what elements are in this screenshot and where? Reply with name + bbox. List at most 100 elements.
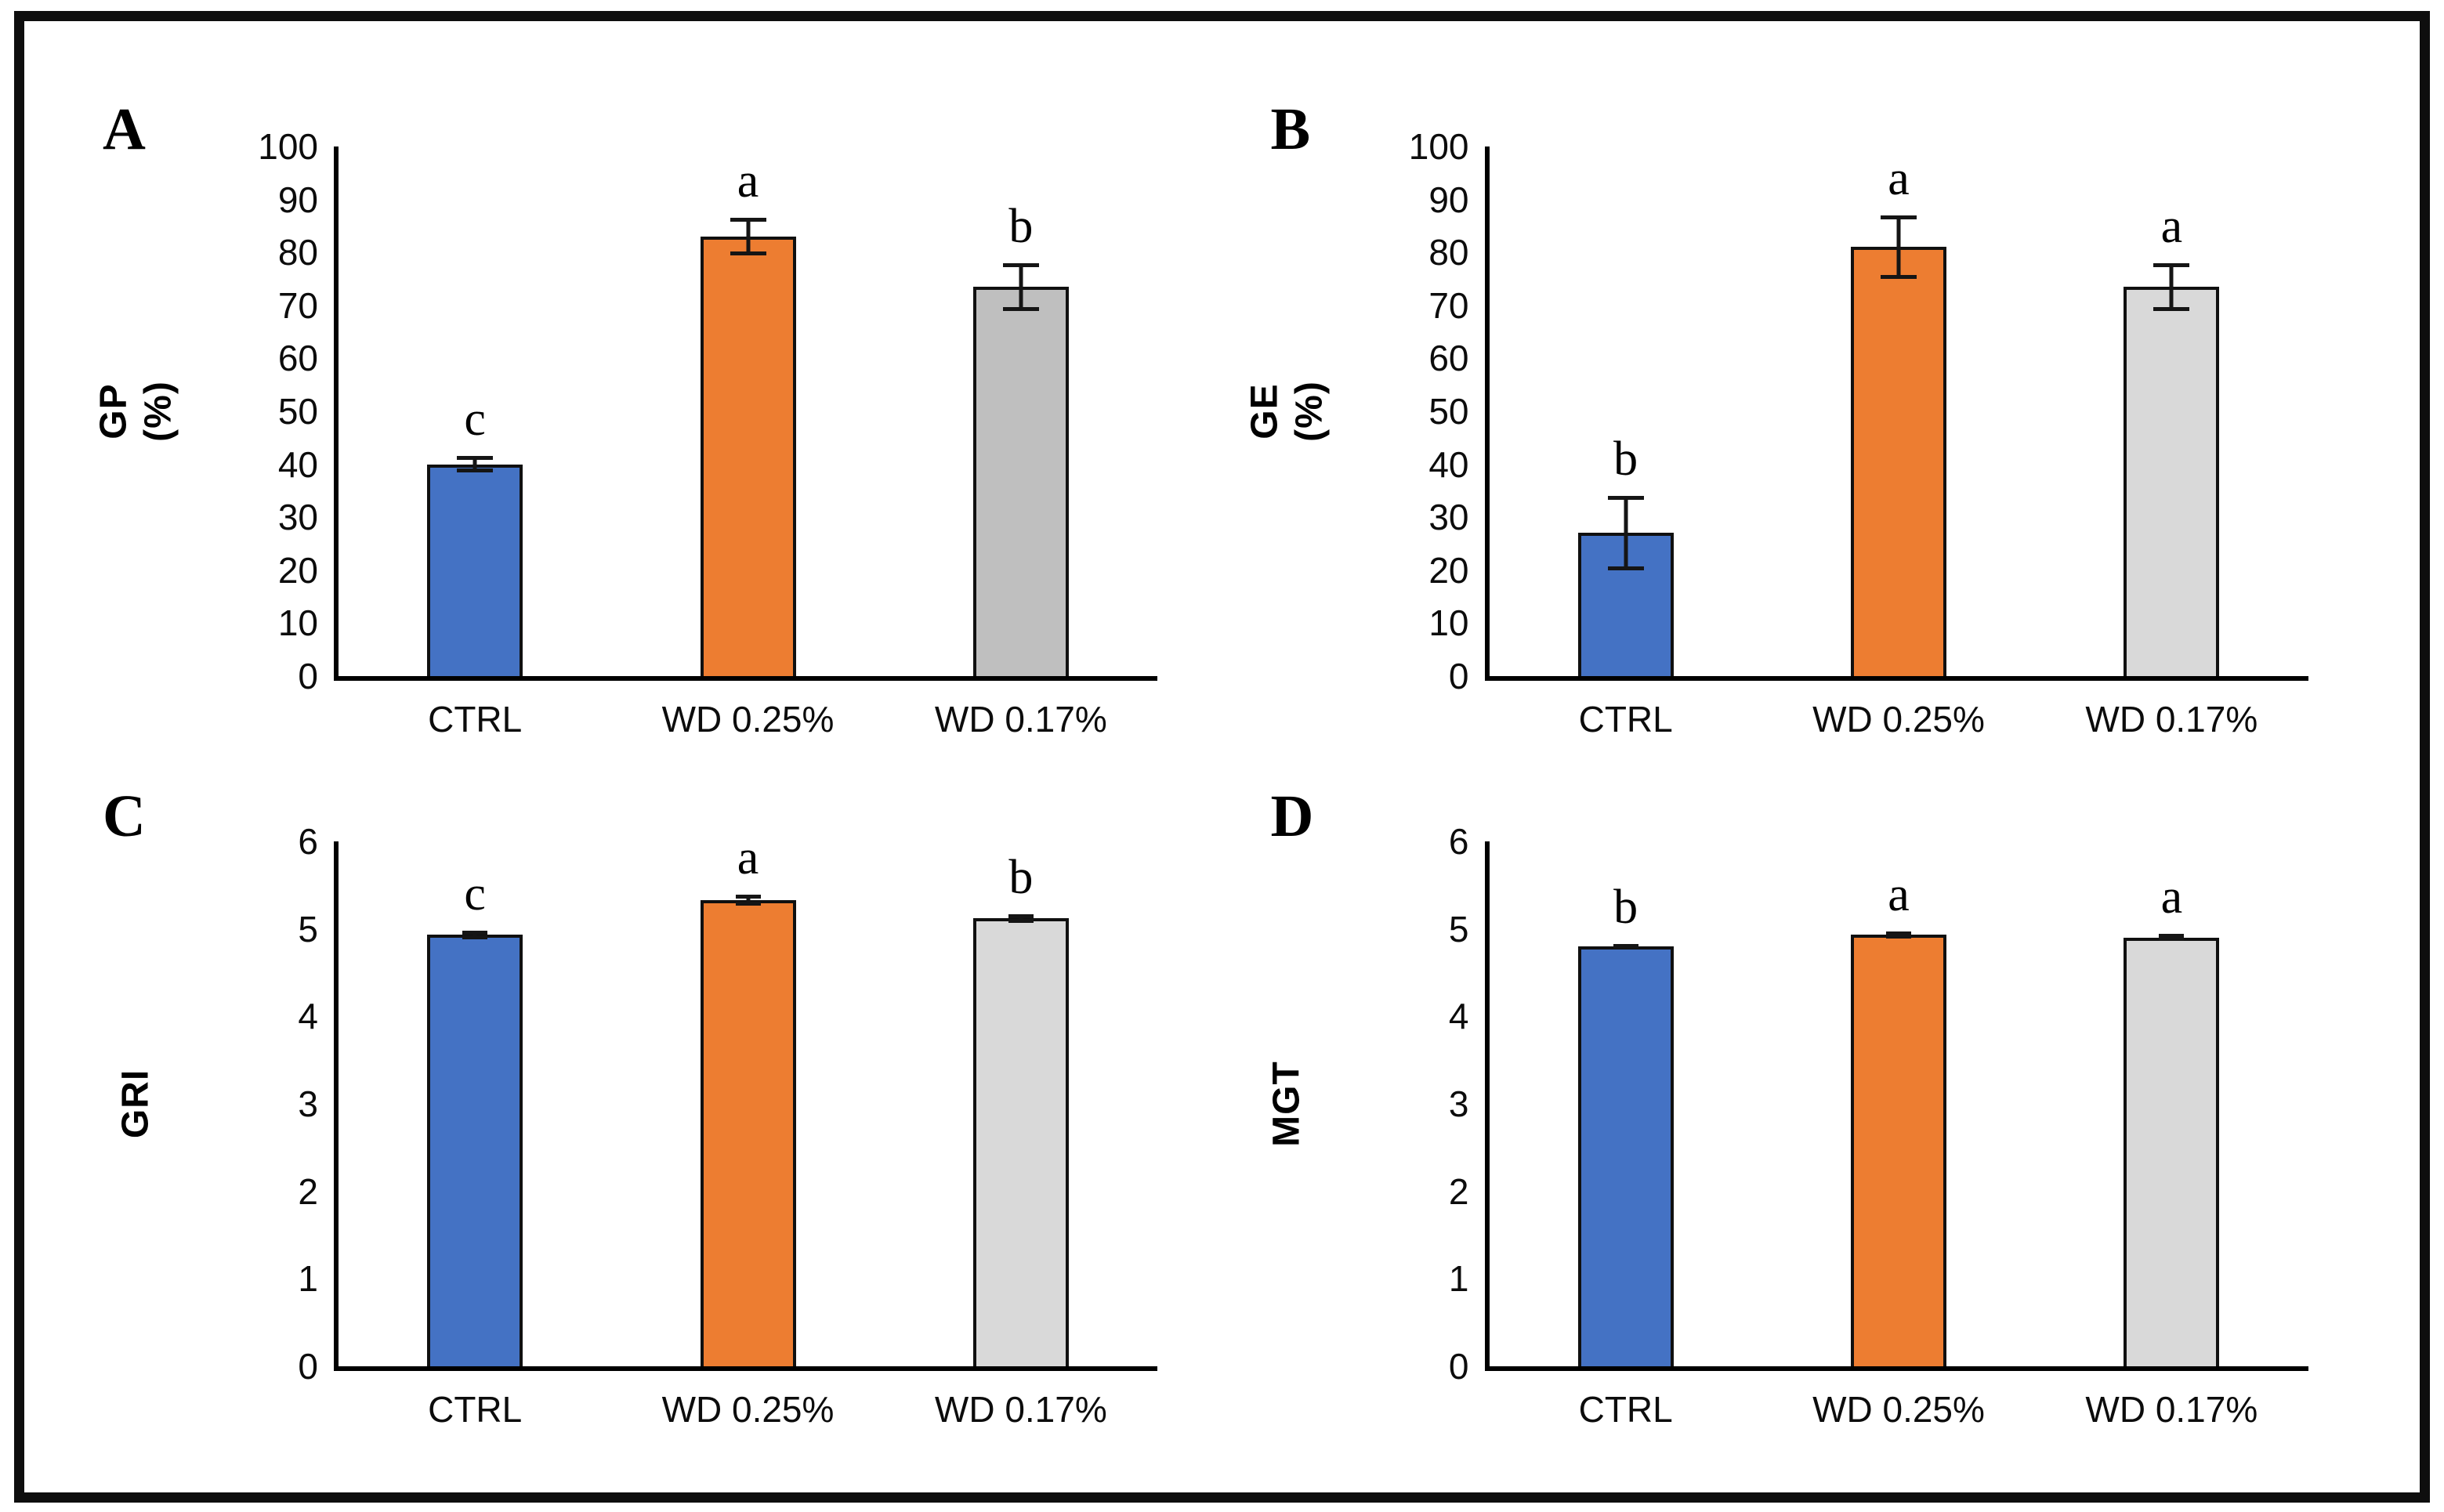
- plot-area-ge: GE (%) 0 10 20 30 40 50 60 70 80 90 100 b CTRL a WD 0.…: [1244, 128, 2308, 737]
- y-tick-label: 20: [277, 549, 318, 591]
- y-tick-label: 70: [277, 284, 318, 326]
- error-bar-cap-bottom: [2159, 937, 2185, 942]
- bar-wd-0-25-: [700, 236, 796, 676]
- error-bar: [462, 930, 488, 940]
- error-bar-line: [1896, 215, 1901, 279]
- bar-ctrl: [427, 464, 523, 676]
- y-tick-label: 0: [298, 656, 318, 696]
- error-bar-cap-bottom: [730, 251, 766, 255]
- y-tick-label: 6: [1448, 821, 1469, 862]
- y-tick-label: 50: [1428, 391, 1469, 432]
- y-tick-label: 30: [277, 497, 318, 538]
- error-bar-cap-bottom: [735, 901, 761, 906]
- panel-letter: B: [1270, 96, 1311, 162]
- y-tick-label: 1: [298, 1258, 318, 1300]
- significance-letter: b: [1008, 199, 1034, 253]
- y-tick-label: 80: [1428, 232, 1469, 273]
- significance-letter: a: [1888, 151, 1910, 205]
- x-category-label: WD 0.17%: [2085, 1389, 2258, 1430]
- panel-letter: A: [103, 96, 146, 162]
- y-tick-label: 80: [277, 232, 318, 273]
- y-tick-label: 0: [298, 1346, 318, 1387]
- error-bar-cap-top: [730, 218, 766, 222]
- significance-letter: c: [464, 392, 486, 447]
- error-bar: [1886, 931, 1911, 939]
- error-bar-cap-bottom: [1008, 918, 1034, 923]
- y-tick-label: 5: [1448, 908, 1469, 950]
- error-bar-cap-top: [1881, 215, 1917, 219]
- error-bar-line: [1624, 496, 1628, 570]
- significance-letter: a: [2160, 199, 2183, 253]
- y-axis-title: GRI: [114, 1069, 157, 1139]
- y-tick-label: 4: [298, 996, 318, 1037]
- significance-letter: a: [2160, 870, 2183, 924]
- y-tick-label: 10: [1428, 602, 1469, 644]
- bar-ctrl: [427, 935, 523, 1366]
- error-bar: [730, 218, 766, 255]
- bar-wd-0-25-: [1851, 247, 1946, 676]
- y-tick-label: 2: [298, 1170, 318, 1212]
- panel-letter: C: [103, 783, 146, 849]
- error-bar-cap-bottom: [1881, 275, 1917, 279]
- panel-ge: B GE (%) 0 10 20 30 40 50 60 70 80 90 100 b CTRL a WD …: [1222, 21, 2420, 757]
- x-category-label: WD 0.17%: [934, 1389, 1107, 1430]
- y-axis-title: GE (%): [1243, 381, 1330, 442]
- significance-letter: b: [1613, 432, 1638, 487]
- y-tick-label: 6: [298, 821, 318, 862]
- bar-wd-0-25-: [700, 899, 796, 1366]
- error-bar-line: [473, 456, 477, 472]
- bar-wd-0-17-: [972, 918, 1069, 1366]
- error-bar: [1607, 496, 1644, 570]
- x-category-label: WD 0.25%: [661, 699, 835, 740]
- y-tick-label: 3: [1448, 1083, 1469, 1124]
- error-bar: [457, 456, 494, 472]
- error-bar-cap-top: [457, 456, 494, 461]
- significance-letter: c: [464, 866, 486, 921]
- x-category-label: CTRL: [1578, 1389, 1673, 1430]
- y-tick-label: 50: [277, 391, 318, 432]
- error-bar: [2153, 262, 2190, 311]
- y-tick-label: 40: [277, 443, 318, 485]
- error-bar-line: [1019, 262, 1023, 311]
- y-tick-label: 90: [1428, 179, 1469, 220]
- plot-area-gri: GRI 0 1 2 3 4 5 6 c CTRL a WD 0.25% b WD 0.17%: [115, 823, 1157, 1427]
- y-tick-label: 10: [277, 602, 318, 644]
- y-tick-label: 30: [1428, 497, 1469, 538]
- y-tick-label: 3: [298, 1083, 318, 1124]
- error-bar: [1002, 262, 1039, 311]
- panel-gp: A GP (%) 0 10 20 30 40 50 60 70 80 90 100 c CTRL a WD …: [24, 21, 1222, 757]
- x-category-label: WD 0.17%: [934, 699, 1107, 740]
- significance-letter: a: [737, 831, 759, 885]
- bar-ctrl: [1577, 533, 1674, 676]
- x-category-label: WD 0.25%: [1812, 1389, 1985, 1430]
- x-category-label: CTRL: [428, 1389, 523, 1430]
- error-bar-line: [746, 895, 750, 906]
- error-bar-cap-top: [1008, 913, 1034, 918]
- x-category-label: CTRL: [428, 699, 523, 740]
- y-axis-title: GP (%): [92, 381, 179, 442]
- panel-gri: C GRI 0 1 2 3 4 5 6 c CTRL a WD 0.25% b WD 0.17%: [24, 757, 1222, 1492]
- error-bar-cap-bottom: [1607, 566, 1644, 570]
- error-bar-cap-top: [1607, 496, 1644, 501]
- error-bar-cap-bottom: [2153, 306, 2190, 311]
- error-bar-cap-bottom: [1613, 945, 1638, 950]
- error-bar-line: [2169, 262, 2174, 311]
- y-axis-title: MGT: [1265, 1061, 1308, 1147]
- error-bar-line: [473, 930, 477, 940]
- plot-area-mgt: MGT 0 1 2 3 4 5 6 b CTRL a WD 0.25% a WD 0.17%: [1265, 823, 2308, 1427]
- y-tick-label: 100: [258, 126, 318, 167]
- significance-letter: b: [1613, 880, 1638, 934]
- error-bar: [1881, 215, 1917, 279]
- error-bar-cap-top: [2159, 934, 2185, 939]
- significance-letter: a: [1888, 868, 1910, 922]
- y-tick-label: 2: [1448, 1170, 1469, 1212]
- x-category-label: WD 0.25%: [661, 1389, 835, 1430]
- panel-grid: A GP (%) 0 10 20 30 40 50 60 70 80 90 100 c CTRL a WD …: [24, 21, 2420, 1492]
- panel-mgt: D MGT 0 1 2 3 4 5 6 b CTRL a WD 0.25% a WD 0.17%: [1222, 757, 2420, 1492]
- error-bar-cap-bottom: [1886, 934, 1911, 939]
- significance-letter: b: [1008, 850, 1034, 904]
- error-bar: [1613, 943, 1638, 950]
- error-bar-cap-top: [2153, 262, 2190, 267]
- y-tick-label: 90: [277, 179, 318, 220]
- y-tick-label: 20: [1428, 549, 1469, 591]
